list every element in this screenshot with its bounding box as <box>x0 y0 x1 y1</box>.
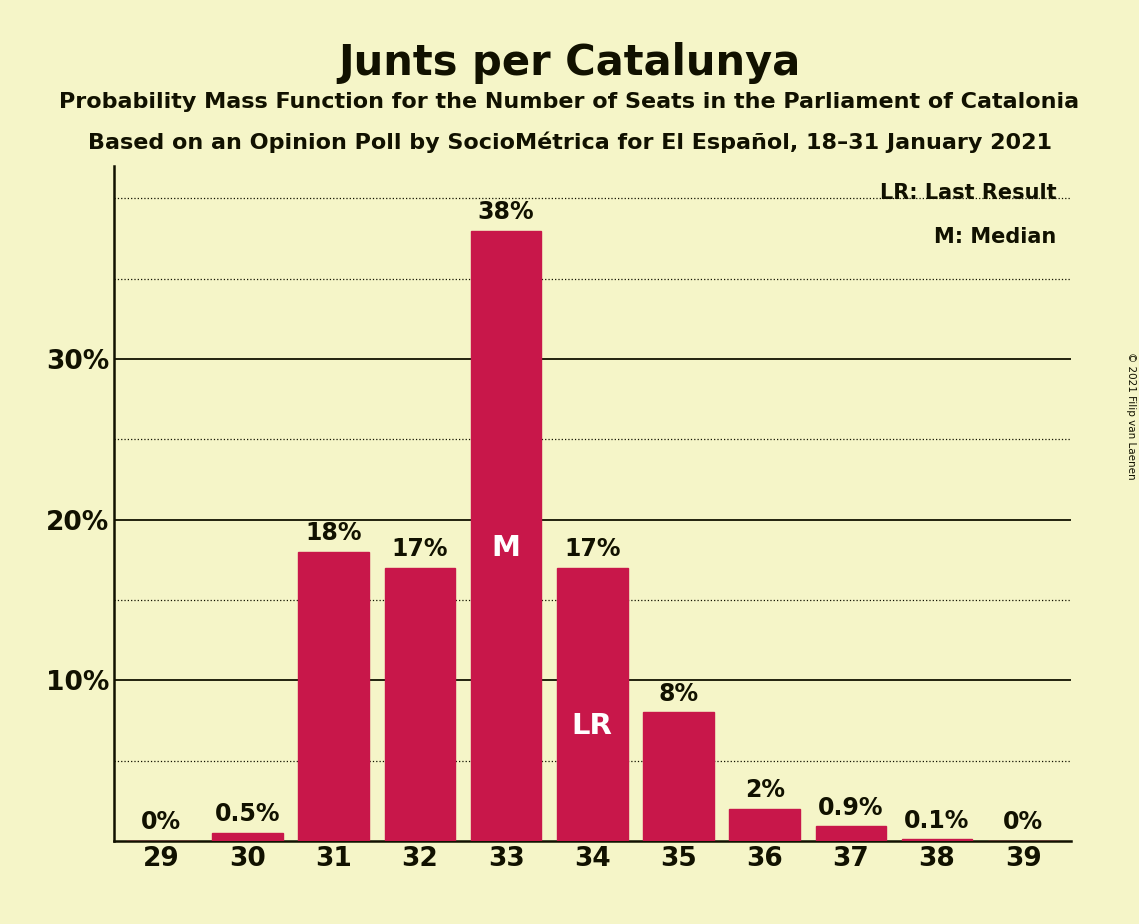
Bar <box>557 568 628 841</box>
Text: Probability Mass Function for the Number of Seats in the Parliament of Catalonia: Probability Mass Function for the Number… <box>59 92 1080 113</box>
Bar <box>385 568 456 841</box>
Bar <box>470 231 541 841</box>
Text: M: M <box>492 534 521 562</box>
Text: 0%: 0% <box>141 810 181 834</box>
Text: 0%: 0% <box>1003 810 1043 834</box>
Text: LR: Last Result: LR: Last Result <box>879 183 1056 203</box>
Text: M: Median: M: Median <box>934 227 1056 247</box>
Bar <box>298 552 369 841</box>
Text: Based on an Opinion Poll by SocioMétrica for El Español, 18–31 January 2021: Based on an Opinion Poll by SocioMétrica… <box>88 131 1051 152</box>
Text: 38%: 38% <box>477 201 534 225</box>
Text: © 2021 Filip van Laenen: © 2021 Filip van Laenen <box>1126 352 1136 480</box>
Bar <box>816 826 886 841</box>
Text: 17%: 17% <box>564 538 621 562</box>
Text: 0.5%: 0.5% <box>215 802 280 826</box>
Bar <box>902 839 973 841</box>
Text: 8%: 8% <box>658 682 698 706</box>
Bar <box>644 712 714 841</box>
Text: 0.9%: 0.9% <box>818 796 884 820</box>
Text: LR: LR <box>572 712 613 740</box>
Bar <box>729 808 800 841</box>
Text: Junts per Catalunya: Junts per Catalunya <box>338 42 801 83</box>
Text: 17%: 17% <box>392 538 448 562</box>
Text: 0.1%: 0.1% <box>904 808 969 833</box>
Text: 2%: 2% <box>745 778 785 802</box>
Bar <box>212 833 282 841</box>
Text: 18%: 18% <box>305 521 362 545</box>
